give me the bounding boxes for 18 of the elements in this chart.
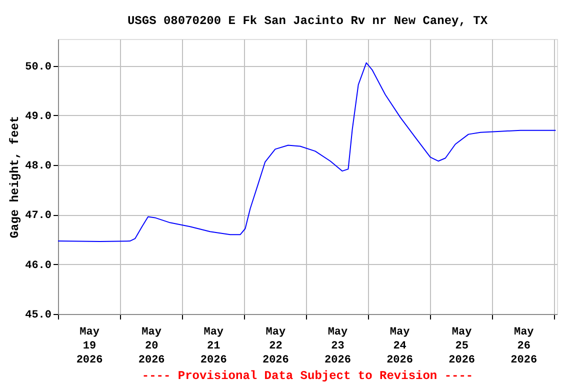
x-tick-label: May 24 2026 [386, 326, 413, 366]
y-tick-label: 46.0 [25, 260, 52, 272]
x-tick-label: May 19 2026 [76, 326, 103, 366]
y-tick-label: 47.0 [25, 210, 52, 222]
y-tick-label: 49.0 [25, 110, 52, 123]
y-tick-label: 50.0 [25, 61, 52, 74]
text: ---- Provisional Data Subject to Revision ---- [142, 369, 474, 383]
x-tick-label: May 21 2026 [200, 326, 227, 366]
x-tick-label: May 25 2026 [448, 326, 476, 366]
x-tick-label: May 22 2026 [262, 326, 289, 366]
line-series [58, 62, 556, 242]
x-tick-label: May 20 2026 [138, 326, 165, 366]
y-tick-label: 45.0 [25, 310, 52, 322]
x-tick-label: May 23 2026 [324, 326, 351, 366]
y-axis-title: Gage height, feet [8, 116, 22, 238]
chart-title: USGS 08070200 E Fk San Jacinto Rv nr New Caney, TX [127, 14, 488, 28]
y-tick-label: 48.0 [25, 160, 52, 173]
x-tick-label: May 26 2026 [510, 326, 538, 366]
